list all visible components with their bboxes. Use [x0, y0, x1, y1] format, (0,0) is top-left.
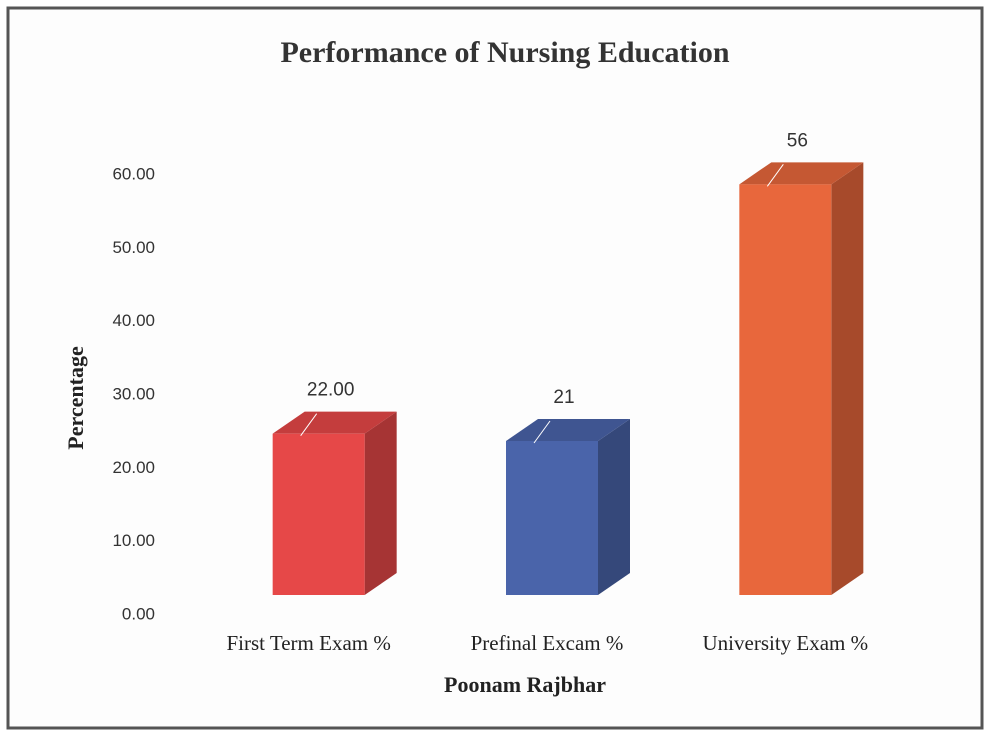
bar-top [506, 419, 630, 441]
bar [506, 441, 598, 595]
y-axis-title: Percentage [63, 346, 88, 450]
x-tick-label: First Term Exam % [226, 631, 390, 655]
x-tick-label: Prefinal Excam % [471, 631, 624, 655]
bar-top [272, 411, 397, 434]
leader-line [766, 164, 784, 187]
x-axis-title: Poonam Rajbhar [444, 672, 606, 697]
y-tick-label: 30.00 [112, 384, 155, 403]
bar-side [364, 411, 397, 595]
y-tick-label: 50.00 [112, 238, 155, 257]
chart-title: Performance of Nursing Education [280, 36, 729, 69]
value-label: 21 [553, 387, 574, 408]
bar-side [831, 162, 864, 596]
y-tick-label: 40.00 [112, 311, 155, 330]
x-tick-label: University Exam % [703, 631, 869, 655]
bar-top [739, 162, 864, 185]
y-tick-label: 20.00 [112, 458, 155, 477]
y-tick-label: 60.00 [112, 164, 155, 183]
y-tick-label: 10.00 [112, 531, 155, 550]
value-label: 22.00 [307, 380, 355, 401]
y-tick-label: 0.00 [122, 604, 155, 623]
bar [739, 184, 832, 596]
value-label: 56 [787, 130, 808, 151]
bar [272, 433, 365, 595]
leader-line [533, 420, 551, 444]
leader-line [300, 413, 318, 436]
bar-side [598, 419, 630, 595]
